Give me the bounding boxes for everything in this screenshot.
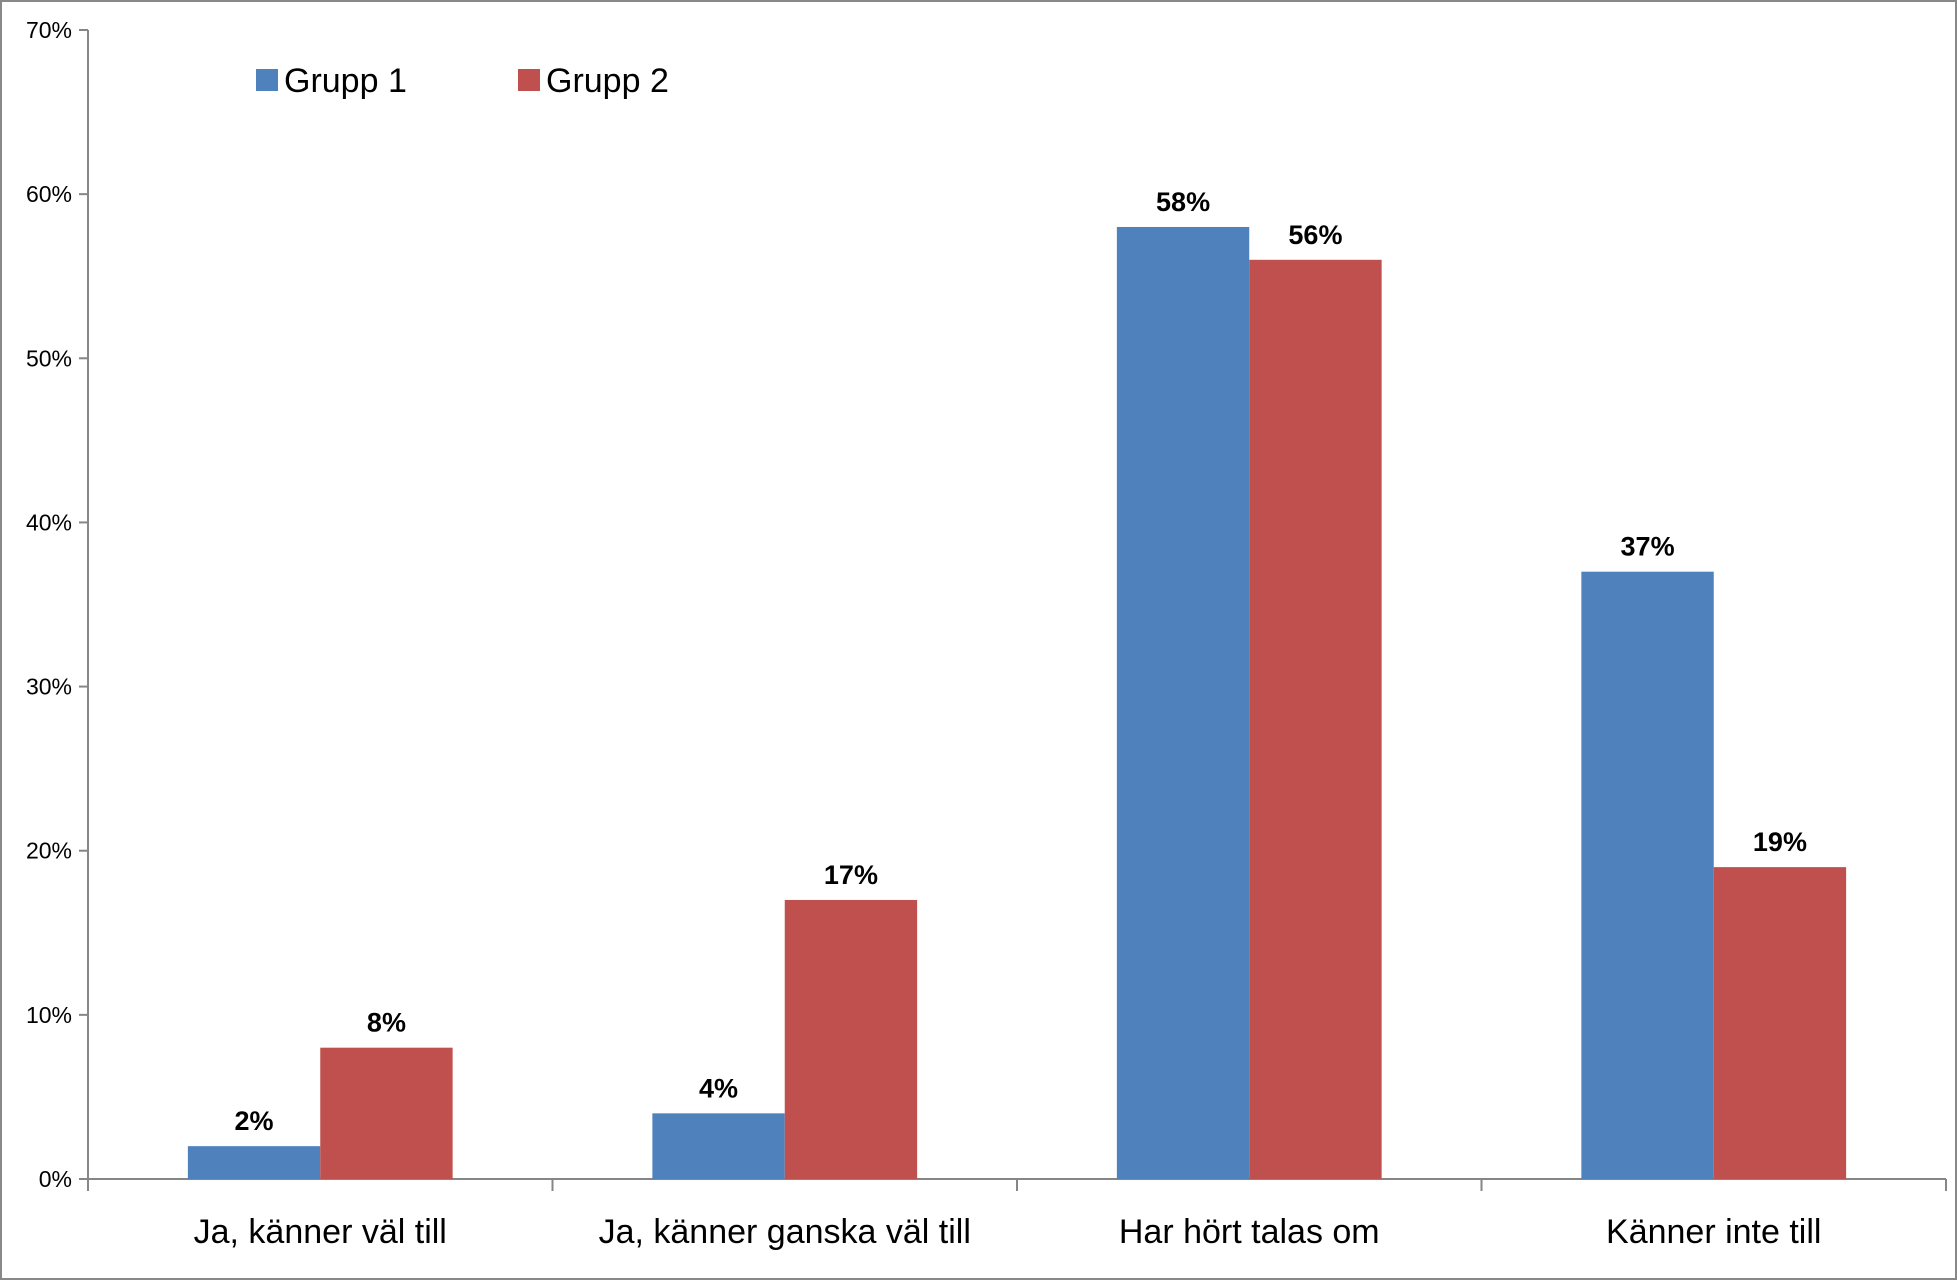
data-label: 2% [235,1106,274,1136]
data-label: 17% [824,860,878,890]
y-tick-label: 10% [26,1002,72,1028]
legend: Grupp 1 Grupp 2 [256,62,669,100]
bar [320,1047,453,1179]
data-labels: 2% 4% 58% 37% 8% 17% 56% 19% [235,187,1807,1136]
bars [187,226,1847,1179]
y-tick-label: 70% [26,17,72,43]
bar [784,899,918,1179]
x-axis: Ja, känner väl till Ja, känner ganska väl… [87,1178,1947,1251]
x-category-label: Har hört talas om [1119,1213,1380,1251]
y-tick-label: 60% [26,181,72,207]
data-label: 4% [699,1073,738,1103]
bar [652,1113,785,1179]
data-label: 37% [1621,532,1675,562]
x-category-label: Ja, känner ganska väl till [599,1213,971,1251]
bar [1713,867,1847,1179]
legend-label: Grupp 2 [546,62,669,100]
legend-label: Grupp 1 [284,62,407,100]
y-tick-label: 20% [26,838,72,864]
x-category-label: Ja, känner väl till [194,1213,447,1251]
y-tick-label: 50% [26,345,72,371]
legend-swatch [256,69,278,91]
data-label: 56% [1288,220,1342,250]
legend-swatch [518,69,540,91]
y-tick-label: 40% [26,509,72,535]
bar [187,1146,321,1179]
bar [1581,571,1714,1179]
data-label: 19% [1753,827,1807,857]
x-category-label: Känner inte till [1606,1213,1821,1251]
bar [1249,259,1382,1179]
bar [1116,226,1250,1179]
y-axis: 0% 10% 20% 30% 40% 50% 60% 70% [26,17,89,1192]
y-tick-label: 30% [26,674,72,700]
data-label: 8% [367,1008,406,1038]
data-label: 58% [1156,187,1210,217]
y-tick-label: 0% [39,1166,72,1192]
